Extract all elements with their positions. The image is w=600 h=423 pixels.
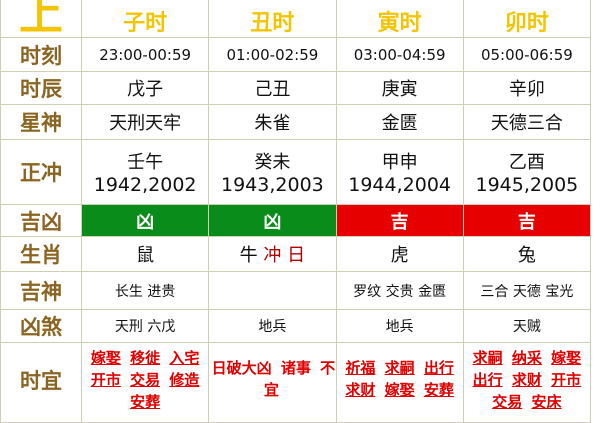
suitable-activity: 日破大凶 — [211, 359, 272, 377]
zhengchong-cell: 甲申 1944,2004 — [335, 139, 464, 205]
suitable-activity[interactable]: 入宅 — [169, 349, 200, 367]
suitable-activity[interactable]: 求财 — [345, 381, 376, 399]
suitable-activity[interactable]: 修造 — [169, 371, 200, 389]
corner-label: 上 — [0, 0, 82, 38]
years: 1942,2002 — [93, 174, 197, 196]
suitable-cell: 祈福 求嗣 出行 求财 嫁娶 安葬 — [335, 342, 464, 423]
suitable-activity[interactable]: 嫁娶 — [551, 349, 582, 367]
suitable-activity[interactable]: 出行 — [423, 359, 454, 377]
time-cell: 05:00-06:59 — [462, 37, 592, 72]
ganzhi: 壬午 — [127, 152, 164, 173]
xiongsha-cell: 天刑 六戊 — [80, 309, 210, 343]
suitable-activity[interactable]: 安葬 — [423, 381, 454, 399]
shichen-cell: 己丑 — [208, 71, 337, 105]
zhengchong-row: 正冲 壬午 1942,2002 癸未 1943,2003 甲申 1944,2004 乙… — [0, 139, 592, 205]
time-cell: 01:00-02:59 — [208, 37, 337, 72]
years: 1944,2004 — [348, 174, 451, 196]
ganzhi: 甲申 — [381, 152, 418, 173]
suitable-cell: 日破大凶 诸事 不宜 — [208, 342, 337, 423]
fortune-badge: 吉 — [462, 204, 592, 237]
suitable-activity[interactable]: 安葬 — [130, 393, 161, 411]
fortune-badge: 凶 — [80, 204, 210, 237]
xingshen-cell: 天刑天牢 — [80, 104, 210, 140]
suitable-activity[interactable]: 交易 — [130, 371, 161, 389]
zodiac-cell: 鼠 — [80, 236, 210, 272]
shichen-cell: 庚寅 — [335, 71, 464, 105]
suitable-cell: 嫁娶 移徙 入宅 开市 交易 修造 安葬 — [80, 342, 210, 423]
suitable-activity: 不宜 — [263, 359, 336, 399]
header-row: 上 子时 丑时 寅时 卯时 — [0, 0, 592, 38]
ganzhi: 乙酉 — [508, 152, 545, 173]
row-label: 吉神 — [0, 271, 82, 310]
years: 1945,2005 — [475, 174, 579, 196]
hour-header: 寅时 — [335, 0, 464, 38]
suitable-activity[interactable]: 开市 — [90, 371, 121, 389]
shiyi-row: 时宜 嫁娶 移徙 入宅 开市 交易 修造 安葬 日破大凶 诸事 不宜 祈福 求嗣… — [0, 342, 592, 423]
xingshen-cell: 朱雀 — [208, 104, 337, 140]
row-label: 吉凶 — [0, 204, 82, 237]
xingshen-cell: 金匮 — [335, 104, 464, 140]
shichen-cell: 戊子 — [80, 71, 210, 105]
zodiac-cell: 虎 — [335, 236, 464, 272]
suitable-activity[interactable]: 嫁娶 — [90, 349, 121, 367]
suitable-activity[interactable]: 求嗣 — [384, 359, 415, 377]
shengxiao-row: 生肖 鼠 牛 冲 日 虎 兔 — [0, 236, 592, 272]
zhengchong-cell: 癸未 1943,2003 — [208, 139, 337, 205]
zodiac-cell: 兔 — [462, 236, 592, 272]
zodiac-cell: 牛 冲 日 — [208, 236, 337, 272]
hour-header: 卯时 — [462, 0, 592, 38]
clash-day-note: 冲 日 — [263, 245, 306, 266]
xiongsha-cell: 地兵 — [208, 309, 337, 343]
row-label: 时刻 — [0, 37, 82, 72]
xingshen-cell: 天德三合 — [462, 104, 592, 140]
fortune-badge: 凶 — [208, 204, 337, 237]
jishen-row: 吉神 长生 进贵 罗纹 交贵 金匮 三合 天德 宝光 — [0, 271, 592, 310]
xiongsha-cell: 地兵 — [335, 309, 464, 343]
suitable-activity[interactable]: 交易 — [492, 393, 523, 411]
time-row: 时刻 23:00-00:59 01:00-02:59 03:00-04:59 0… — [0, 37, 592, 72]
shichen-cell: 辛卯 — [462, 71, 592, 105]
shichen-row: 时辰 戊子 己丑 庚寅 辛卯 — [0, 71, 592, 105]
xingshen-row: 星神 天刑天牢 朱雀 金匮 天德三合 — [0, 104, 592, 140]
suitable-activity[interactable]: 安床 — [531, 393, 562, 411]
xiongsha-cell: 天贼 — [462, 309, 592, 343]
hour-header: 丑时 — [208, 0, 337, 38]
suitable-activity[interactable]: 祈福 — [345, 359, 376, 377]
jishen-cell: 三合 天德 宝光 — [462, 271, 592, 310]
row-label: 凶煞 — [0, 309, 82, 343]
time-cell: 23:00-00:59 — [80, 37, 210, 72]
row-label: 时宜 — [0, 342, 82, 423]
time-cell: 03:00-04:59 — [335, 37, 464, 72]
suitable-activity[interactable]: 出行 — [472, 371, 503, 389]
hour-header: 子时 — [80, 0, 210, 38]
years: 1943,2003 — [221, 174, 324, 196]
row-label: 星神 — [0, 104, 82, 140]
zhengchong-cell: 乙酉 1945,2005 — [462, 139, 592, 205]
zodiac: 牛 — [239, 245, 258, 266]
zhengchong-cell: 壬午 1942,2002 — [80, 139, 210, 205]
suitable-activity[interactable]: 求嗣 — [472, 349, 503, 367]
suitable-activity[interactable]: 移徙 — [130, 349, 161, 367]
row-label: 正冲 — [0, 139, 82, 205]
suitable-activity: 诸事 — [280, 359, 311, 377]
ganzhi: 癸未 — [254, 152, 291, 173]
jixiong-row: 吉凶 凶 凶 吉 吉 — [0, 204, 592, 237]
suitable-cell: 求嗣 纳采 嫁娶 出行 求财 开市 交易 安床 — [462, 342, 592, 423]
jishen-cell — [208, 271, 337, 310]
jishen-cell: 长生 进贵 — [80, 271, 210, 310]
suitable-activity[interactable]: 嫁娶 — [384, 381, 415, 399]
xiongsha-row: 凶煞 天刑 六戊 地兵 地兵 天贼 — [0, 309, 592, 343]
row-label: 生肖 — [0, 236, 82, 272]
suitable-activity[interactable]: 求财 — [511, 371, 542, 389]
suitable-activity[interactable]: 纳采 — [511, 349, 542, 367]
fortune-badge: 吉 — [335, 204, 464, 237]
suitable-activity[interactable]: 开市 — [551, 371, 582, 389]
row-label: 时辰 — [0, 71, 82, 105]
jishen-cell: 罗纹 交贵 金匮 — [335, 271, 464, 310]
